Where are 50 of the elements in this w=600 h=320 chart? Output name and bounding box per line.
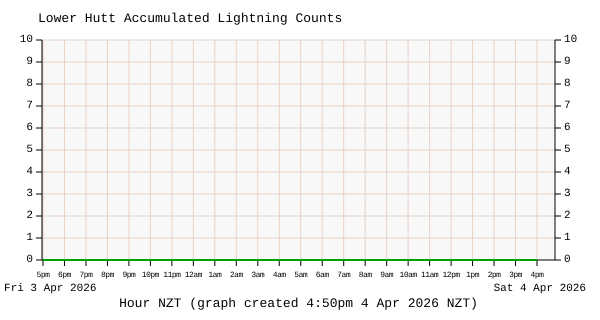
x-tick-label: 12am — [184, 271, 203, 280]
y-tick-label: 4 — [26, 166, 34, 178]
y-tick-label: 0 — [26, 254, 33, 266]
x-axis-title: Hour NZT (graph created 4:50pm 4 Apr 2026 NZT) — [119, 296, 478, 311]
y-tick-label: 6 — [26, 122, 33, 134]
y2-tick-label: 1 — [564, 232, 571, 244]
text: Fri 3 Apr 2026 — [4, 283, 96, 295]
x-tick-label: 1am — [208, 271, 222, 280]
text: Sat 4 Apr 2026 — [494, 283, 586, 295]
y2-tick-label: 6 — [564, 122, 571, 134]
y-tick-label: 7 — [26, 100, 33, 112]
y-tick-label: 1 — [26, 232, 34, 244]
y2-tick-label: 7 — [564, 100, 571, 112]
x-tick-label: 6am — [316, 271, 330, 280]
y-tick-label: 5 — [26, 144, 33, 156]
x-tick-label: 3pm — [509, 271, 523, 280]
x-tick-label: 9am — [380, 271, 394, 280]
x-tick-label: 8pm — [100, 271, 115, 280]
x-tick-label: 3am — [251, 271, 265, 280]
x-tick-label: 8am — [358, 271, 372, 280]
y-tick-label: 3 — [26, 188, 33, 200]
y2-tick-label: 8 — [564, 78, 571, 90]
y2-tick-label: 3 — [564, 188, 571, 200]
x-tick-label: 5am — [294, 271, 308, 280]
x-tick-label: 5pm — [36, 271, 50, 280]
y2-tick-label: 0 — [564, 254, 571, 266]
y2-tick-label: 5 — [564, 144, 571, 156]
x-tick-label: 10pm — [142, 271, 160, 280]
x-tick-label: 2am — [230, 271, 244, 280]
x-tick-label: 1pm — [466, 271, 480, 280]
x-tick-label: 12pm — [442, 271, 460, 280]
y-tick-label: 2 — [26, 210, 33, 222]
y2-tick-label: 10 — [564, 34, 578, 46]
y2-tick-label: 9 — [564, 56, 571, 68]
x-tick-label: 10am — [400, 271, 418, 280]
y-tick-label: 9 — [26, 56, 33, 68]
x-tick-label: 2pm — [488, 271, 502, 280]
y2-tick-label: 2 — [564, 210, 571, 222]
x-tick-label: 11am — [421, 271, 439, 280]
x-tick-label: 6pm — [58, 271, 72, 280]
x-tick-label: 4am — [272, 271, 286, 280]
y-tick-label: 8 — [26, 78, 33, 90]
x-tick-label: 7am — [337, 271, 351, 280]
x-tick-label: 7pm — [80, 271, 94, 280]
x-tick-label: 9pm — [122, 271, 136, 280]
x-tick-label: 4pm — [530, 271, 544, 280]
y-tick-label: 10 — [20, 34, 33, 46]
chart-title: Lower Hutt Accumulated Lightning Counts — [38, 11, 342, 26]
y2-tick-label: 4 — [564, 166, 571, 178]
x-tick-label: 11pm — [163, 271, 182, 280]
